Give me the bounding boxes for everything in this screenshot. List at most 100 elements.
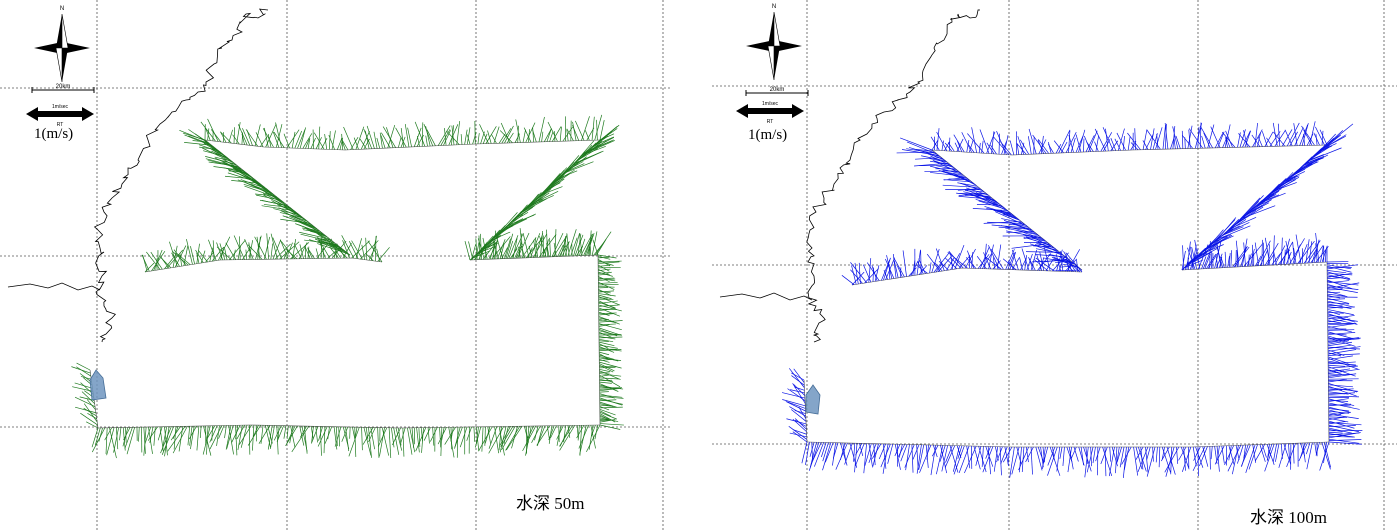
current-vector bbox=[1309, 121, 1316, 146]
current-vector bbox=[489, 247, 494, 260]
current-vector bbox=[318, 426, 323, 441]
speed-arrow-label: 1m/sec bbox=[52, 104, 69, 110]
current-vector bbox=[1095, 135, 1099, 152]
current-vector bbox=[854, 443, 858, 473]
current-vector bbox=[792, 431, 808, 443]
current-vector bbox=[299, 127, 306, 149]
current-vector bbox=[379, 132, 383, 149]
current-vector bbox=[188, 129, 215, 148]
current-vector bbox=[1316, 138, 1334, 155]
current-vector bbox=[1313, 132, 1320, 146]
current-vector bbox=[448, 124, 459, 146]
current-vector bbox=[260, 136, 268, 147]
current-vector bbox=[525, 122, 536, 143]
current-vector bbox=[1325, 250, 1327, 263]
current-vector bbox=[598, 319, 610, 322]
current-vector bbox=[919, 444, 932, 473]
current-vector bbox=[1326, 265, 1352, 273]
current-vector bbox=[363, 129, 373, 149]
current-vector bbox=[536, 425, 550, 446]
current-vector bbox=[841, 275, 855, 285]
current-vector bbox=[1146, 446, 1151, 461]
current-vector bbox=[1017, 136, 1025, 155]
current-vector bbox=[540, 230, 543, 258]
current-vector bbox=[299, 231, 331, 240]
current-vector bbox=[1235, 209, 1257, 225]
current-vector bbox=[900, 137, 933, 151]
current-vector bbox=[1327, 280, 1350, 284]
current-vector bbox=[1266, 137, 1273, 147]
current-vector bbox=[1252, 190, 1280, 210]
current-vector bbox=[1137, 446, 1149, 473]
current-vector bbox=[124, 427, 133, 449]
current-vector bbox=[1274, 245, 1286, 266]
current-vector bbox=[209, 425, 223, 450]
current-vector bbox=[1292, 443, 1295, 464]
current-vector bbox=[522, 233, 530, 258]
current-vector bbox=[964, 189, 999, 204]
current-vector bbox=[1028, 136, 1032, 155]
current-vector bbox=[958, 255, 971, 269]
survey-tracks bbox=[803, 144, 1330, 448]
current-vector bbox=[285, 425, 298, 447]
current-vector bbox=[590, 425, 596, 449]
current-vector bbox=[1039, 257, 1045, 271]
current-vector bbox=[499, 130, 513, 144]
current-vector bbox=[402, 427, 405, 457]
current-vector bbox=[1327, 302, 1349, 305]
current-vector bbox=[809, 442, 817, 468]
current-vector bbox=[328, 243, 347, 253]
current-vector bbox=[979, 129, 990, 154]
current-vector bbox=[1327, 352, 1342, 357]
current-vector bbox=[929, 165, 963, 175]
current-vector bbox=[1161, 446, 1165, 460]
current-vector bbox=[492, 239, 500, 259]
current-vector bbox=[1065, 252, 1083, 273]
current-vector bbox=[456, 427, 459, 458]
current-vector bbox=[964, 445, 977, 474]
current-vector bbox=[1007, 252, 1015, 270]
current-vector bbox=[482, 133, 488, 144]
current-vector bbox=[1254, 242, 1259, 266]
current-vector bbox=[1019, 258, 1023, 271]
current-vector bbox=[822, 442, 829, 462]
current-vector bbox=[109, 427, 117, 459]
current-vector bbox=[503, 426, 509, 444]
current-vector bbox=[352, 426, 356, 440]
current-vector bbox=[1055, 143, 1062, 154]
current-vector bbox=[971, 127, 978, 153]
current-vector bbox=[1063, 251, 1076, 272]
current-vector bbox=[966, 139, 970, 153]
current-vector bbox=[1217, 445, 1220, 461]
current-vector bbox=[1017, 230, 1044, 240]
current-vector bbox=[1078, 129, 1086, 153]
current-vector bbox=[255, 181, 268, 190]
current-vector bbox=[304, 226, 333, 242]
current-vector bbox=[548, 425, 555, 441]
current-vector bbox=[498, 134, 506, 144]
current-vector bbox=[1326, 264, 1352, 270]
current-vector bbox=[1036, 254, 1043, 271]
current-vector bbox=[559, 126, 562, 142]
current-vector bbox=[594, 114, 603, 141]
current-vector bbox=[310, 426, 314, 440]
current-vector bbox=[1235, 240, 1240, 267]
current-vector bbox=[196, 252, 200, 264]
map-canvas: N 20km 1m/sec RT bbox=[0, 0, 670, 532]
current-vector bbox=[1019, 139, 1030, 155]
current-vector bbox=[340, 138, 349, 151]
coastline-path bbox=[806, 9, 981, 343]
current-vector bbox=[561, 241, 569, 257]
current-vector bbox=[1314, 442, 1317, 455]
current-vector bbox=[272, 237, 283, 260]
current-vector bbox=[991, 131, 995, 154]
current-vector bbox=[1327, 282, 1360, 289]
current-vector bbox=[598, 264, 611, 267]
current-vector bbox=[1201, 256, 1207, 270]
current-vector bbox=[1327, 320, 1342, 324]
current-vector bbox=[987, 221, 1025, 225]
current-vector bbox=[1225, 137, 1228, 148]
current-vector bbox=[469, 240, 499, 261]
current-vector bbox=[598, 277, 616, 282]
current-vector bbox=[307, 246, 310, 259]
